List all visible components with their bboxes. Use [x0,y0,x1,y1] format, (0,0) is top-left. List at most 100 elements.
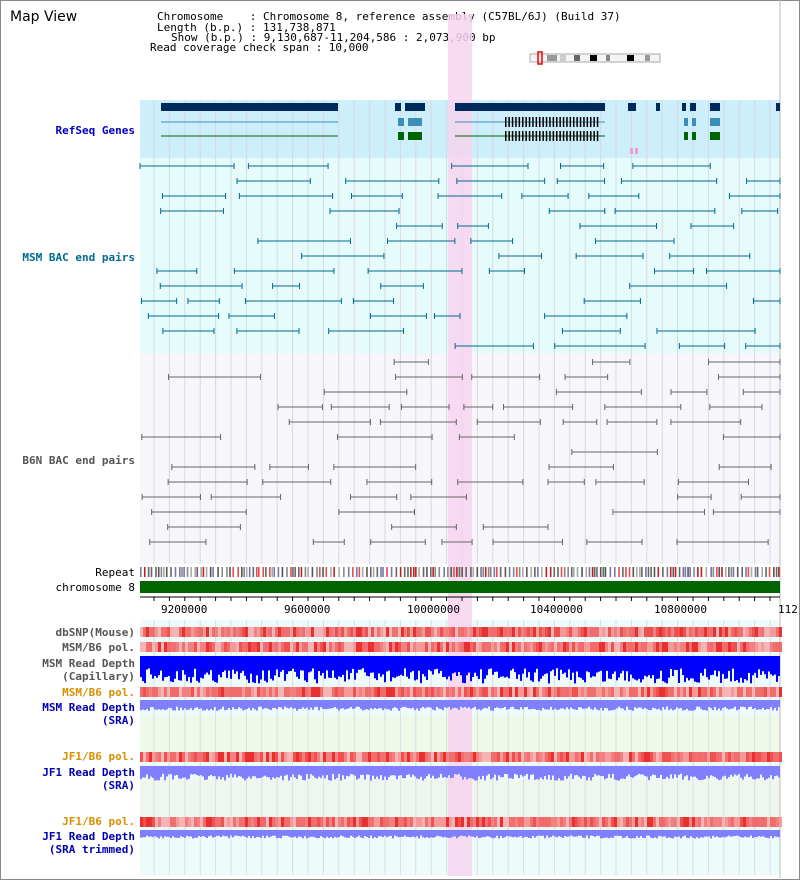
jf1-trim-depth-bar [354,830,356,839]
repeat-element [495,567,498,577]
msm-sra-depth-bar [670,700,672,709]
msm-b6-pol-cell [416,642,419,652]
jf1-b6-pol-cell [728,752,731,762]
jf1-b6-pol-cell [248,752,251,762]
track-label-msm-bac[interactable]: MSM BAC end pairs [22,251,135,264]
jf1-sra-depth-bar [744,766,746,777]
msm-sra-depth-bar [420,700,422,709]
jf1-sra-depth-bar [300,766,302,776]
msm-sra-depth-bar [490,700,492,711]
jf1-b6-pol-cell [446,752,449,762]
exon-tick [535,117,538,127]
msm-sra-depth-bar [342,700,344,709]
jf1-b6-pol-2-cell [143,817,146,827]
jf1-b6-pol-2-cell [209,817,212,827]
chromosome-bar [140,581,780,593]
jf1-trim-depth-bar [488,830,490,837]
msm-cap-depth-bar [602,656,604,682]
msm-sra-depth-bar [522,700,524,710]
msm-b6-pol-sra-cell [458,687,461,697]
jf1-sra-depth-bar [156,766,158,781]
jf1-trim-depth-bar [430,830,432,838]
exon-tick [566,117,568,127]
msm-b6-pol-sra-cell [614,687,617,697]
exon-tick [528,131,531,141]
jf1-sra-depth-bar [508,766,510,779]
jf1-sra-depth-bar [756,766,758,779]
jf1-b6-pol-cell [485,752,488,762]
track-label-refseq[interactable]: RefSeq Genes [55,124,135,137]
track-label-msm-read-depth-cap[interactable]: MSM Read Depth [42,657,135,670]
dbsnp-cell [278,627,281,637]
jf1-b6-pol-2-cell [437,817,440,827]
jf1-trim-depth-bar [148,830,150,837]
jf1-trim-depth-bar [208,830,210,837]
track-label-jf1-read-depth-trim[interactable]: JF1 Read Depth [42,830,135,843]
msm-cap-depth-bar [560,656,562,670]
dbsnp-cell [509,627,512,637]
msm-cap-depth-bar [308,656,310,673]
jf1-b6-pol-2-cell [314,817,317,827]
track-label-b6n-bac[interactable]: B6N BAC end pairs [22,454,135,467]
repeat-element [545,567,548,577]
dbsnp-cell [383,627,386,637]
jf1-b6-pol-cell [434,752,437,762]
track-label-jf1-read-depth-sra[interactable]: JF1 Read Depth [42,766,135,779]
msm-b6-pol-sra-cell [446,687,449,697]
jf1-trim-depth-bar [462,830,464,837]
msm-sra-depth-bar [226,700,228,710]
repeat-element [150,567,153,577]
msm-b6-pol-sra-cell [773,687,776,697]
track-label-msm-b6-pol-sra[interactable]: MSM/B6 pol. [62,686,135,699]
jf1-sra-depth-bar [570,766,572,774]
track-label-msm-read-depth-sra[interactable]: MSM Read Depth [42,701,135,714]
msm-sra-depth-bar [686,700,688,709]
jf1-sra-depth-bar [338,766,340,774]
msm-cap-depth-bar [730,656,732,682]
jf1-sra-depth-bar [188,766,190,779]
jf1-sra-depth-bar [710,766,712,776]
dbsnp-cell [428,627,431,637]
jf1-trim-depth-bar [278,830,280,838]
msm-b6-pol-sra-cell [152,687,155,697]
msm-sra-depth-bar [184,700,186,709]
exon-block [408,132,422,140]
msm-sra-depth-bar [584,700,586,709]
track-label-jf1-b6-pol-2[interactable]: JF1/B6 pol. [62,815,135,828]
msm-cap-depth-bar [464,656,466,684]
msm-sra-depth-bar [652,700,654,708]
msm-sra-depth-bar [162,700,164,710]
jf1-b6-pol-2-cell [182,817,185,827]
msm-b6-pol-cell [539,642,542,652]
jf1-b6-pol-cell [551,752,554,762]
jf1-trim-depth-bar [360,830,362,838]
jf1-b6-pol-2-cell [293,817,296,827]
jf1-b6-pol-cell [488,752,491,762]
msm-cap-depth-bar [706,656,708,678]
msm-b6-pol-sra-cell [338,687,341,697]
jf1-trim-depth-bar [568,830,570,837]
jf1-sra-depth-bar [552,766,554,776]
dbsnp-cell [356,627,359,637]
repeat-element [358,567,361,577]
track-label-repeat[interactable]: Repeat [95,566,135,579]
msm-b6-pol-sra-cell [656,687,659,697]
repeat-element [415,567,417,577]
track-label-dbsnp[interactable]: dbSNP(Mouse) [55,626,135,639]
msm-cap-depth-bar [698,656,700,683]
jf1-sra-depth-bar [434,766,436,779]
msm-b6-pol-sra-cell [227,687,230,697]
jf1-sra-depth-bar [214,766,216,777]
exon-block [408,118,422,126]
jf1-trim-depth-bar [452,830,454,837]
msm-sra-depth-bar [516,700,518,710]
jf1-b6-pol-2-cell [596,817,599,827]
dbsnp-cell [677,627,680,637]
track-label-msm-b6-pol[interactable]: MSM/B6 pol. [62,641,135,654]
track-label-jf1-b6-pol[interactable]: JF1/B6 pol. [62,750,135,763]
jf1-b6-pol-cell [533,752,536,762]
jf1-b6-pol-cell [197,752,200,762]
jf1-trim-depth-bar [588,830,590,839]
dbsnp-cell [200,627,203,637]
